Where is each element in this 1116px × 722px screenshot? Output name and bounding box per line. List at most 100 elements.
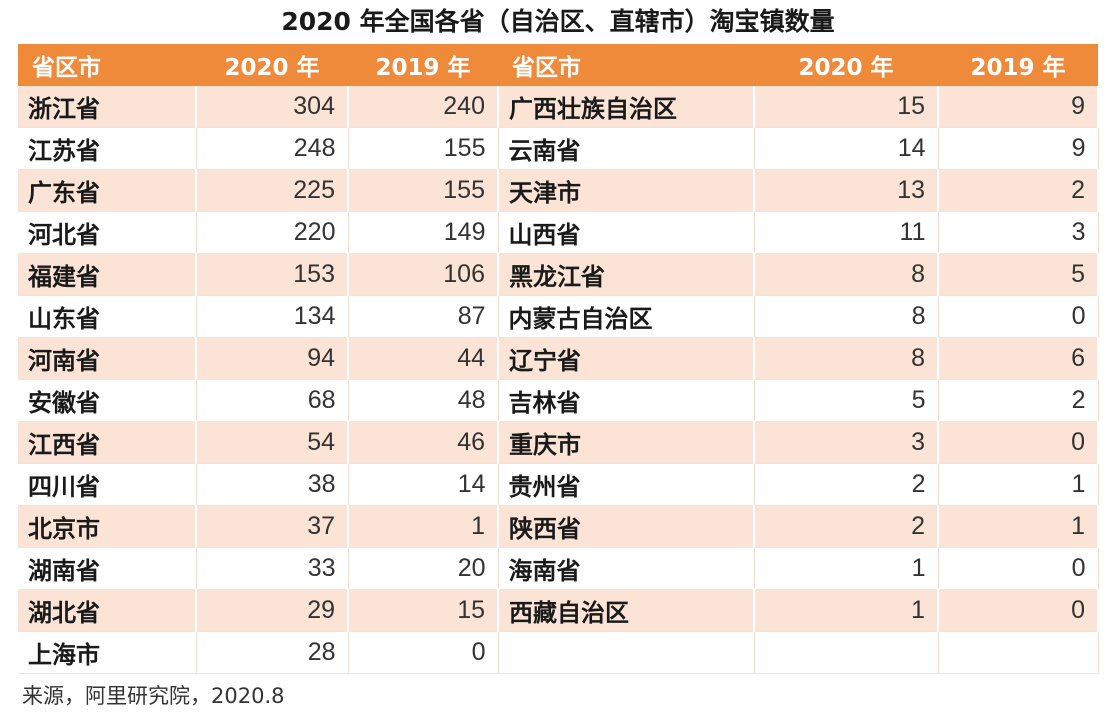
- value-2019-left: 1: [348, 505, 499, 548]
- value-2020-left: 54: [196, 421, 349, 464]
- value-2020-left: 38: [196, 463, 349, 506]
- region-name-right: 辽宁省: [498, 337, 755, 380]
- value-2019-left: 48: [348, 379, 499, 422]
- region-name-left: 北京市: [18, 505, 197, 548]
- region-name-right: 西藏自治区: [498, 589, 755, 632]
- taobao-town-table: 省区市 2020 年 2019 年 省区市 2020 年 2019 年 浙江省 3…: [18, 44, 1099, 674]
- value-2019-left: 240: [348, 86, 499, 128]
- value-2020-right: 2: [754, 505, 939, 548]
- value-2020-left: 153: [196, 253, 349, 296]
- value-2020-right: 15: [754, 86, 939, 128]
- region-name-left: 湖北省: [18, 589, 197, 632]
- header-2020-left: 2020 年: [196, 44, 348, 86]
- region-name-right: 重庆市: [498, 421, 755, 464]
- value-2020-right: 8: [754, 337, 939, 380]
- value-2020-left: 134: [196, 295, 349, 338]
- table-row: 江苏省 248 155 云南省 14 9: [18, 127, 1099, 170]
- value-2019-left: 87: [348, 295, 499, 338]
- region-name-left: 江苏省: [18, 127, 197, 170]
- value-2020-right: 2: [754, 463, 939, 506]
- value-2019-right: 0: [938, 421, 1099, 464]
- value-2020-right: 5: [754, 379, 939, 422]
- value-2019-right: 0: [938, 589, 1099, 632]
- value-2020-right: [754, 631, 939, 674]
- value-2019-right: 0: [938, 547, 1099, 590]
- region-name-left: 福建省: [18, 253, 197, 296]
- value-2020-left: 248: [196, 127, 349, 170]
- header-2019-right: 2019 年: [938, 44, 1098, 86]
- value-2019-left: 149: [348, 211, 499, 254]
- value-2019-left: 106: [348, 253, 499, 296]
- value-2020-right: 1: [754, 547, 939, 590]
- value-2019-right: 3: [938, 211, 1099, 254]
- source-note: 来源，阿里研究院，2020.8: [22, 684, 285, 708]
- value-2020-left: 304: [196, 86, 349, 128]
- table-title: 2020 年全国各省（自治区、直辖市）淘宝镇数量: [281, 7, 835, 36]
- value-2019-right: 9: [938, 127, 1099, 170]
- region-name-left: 江西省: [18, 421, 197, 464]
- region-name-right: 黑龙江省: [498, 253, 755, 296]
- value-2019-right: 1: [938, 505, 1099, 548]
- value-2020-left: 225: [196, 169, 349, 212]
- value-2019-left: 44: [348, 337, 499, 380]
- value-2019-right: 5: [938, 253, 1099, 296]
- header-region-right: 省区市: [498, 44, 754, 86]
- table-row: 北京市 37 1 陕西省 2 1: [18, 505, 1099, 548]
- region-name-left: 浙江省: [18, 86, 197, 128]
- value-2020-right: 13: [754, 169, 939, 212]
- table-row: 福建省 153 106 黑龙江省 8 5: [18, 253, 1099, 296]
- region-name-left: 安徽省: [18, 379, 197, 422]
- value-2019-left: 14: [348, 463, 499, 506]
- value-2020-right: 8: [754, 253, 939, 296]
- value-2019-left: 155: [348, 169, 499, 212]
- table-row: 安徽省 68 48 吉林省 5 2: [18, 379, 1099, 422]
- value-2020-left: 28: [196, 631, 349, 674]
- header-row: 省区市 2020 年 2019 年 省区市 2020 年 2019 年: [18, 44, 1098, 86]
- value-2020-left: 94: [196, 337, 349, 380]
- region-name-right: 云南省: [498, 127, 755, 170]
- value-2020-left: 29: [196, 589, 349, 632]
- region-name-left: 上海市: [18, 631, 197, 674]
- value-2019-left: 155: [348, 127, 499, 170]
- value-2020-left: 68: [196, 379, 349, 422]
- region-name-right: 海南省: [498, 547, 755, 590]
- region-name-right: 广西壮族自治区: [498, 86, 755, 128]
- value-2019-left: 46: [348, 421, 499, 464]
- value-2019-right: 1: [938, 463, 1099, 506]
- value-2020-right: 11: [754, 211, 939, 254]
- region-name-left: 河北省: [18, 211, 197, 254]
- value-2020-left: 37: [196, 505, 349, 548]
- value-2020-left: 220: [196, 211, 349, 254]
- table-row: 河北省 220 149 山西省 11 3: [18, 211, 1099, 254]
- region-name-right: 内蒙古自治区: [498, 295, 755, 338]
- region-name-left: 湖南省: [18, 547, 197, 590]
- region-name-right: 贵州省: [498, 463, 755, 506]
- table-row: 浙江省 304 240 广西壮族自治区 15 9: [18, 86, 1099, 128]
- value-2019-right: [938, 631, 1099, 674]
- table-row: 上海市 28 0: [18, 631, 1099, 674]
- value-2019-right: 9: [938, 86, 1099, 128]
- region-name-left: 四川省: [18, 463, 197, 506]
- header-2019-left: 2019 年: [348, 44, 498, 86]
- value-2020-right: 8: [754, 295, 939, 338]
- value-2019-left: 20: [348, 547, 499, 590]
- value-2019-right: 0: [938, 295, 1099, 338]
- region-name-left: 山东省: [18, 295, 197, 338]
- table-row: 广东省 225 155 天津市 13 2: [18, 169, 1099, 212]
- region-name-left: 广东省: [18, 169, 197, 212]
- header-2020-right: 2020 年: [754, 44, 938, 86]
- table-row: 湖南省 33 20 海南省 1 0: [18, 547, 1099, 590]
- region-name-right: 吉林省: [498, 379, 755, 422]
- table-row: 江西省 54 46 重庆市 3 0: [18, 421, 1099, 464]
- region-name-right: [498, 631, 755, 674]
- region-name-left: 河南省: [18, 337, 197, 380]
- region-name-right: 天津市: [498, 169, 755, 212]
- table-body: 浙江省 304 240 广西壮族自治区 15 9 江苏省 248 155 云南省 14 9 广东省 225…: [18, 86, 1099, 674]
- table-row: 山东省 134 87 内蒙古自治区 8 0: [18, 295, 1099, 338]
- value-2020-left: 33: [196, 547, 349, 590]
- value-2020-right: 3: [754, 421, 939, 464]
- table-row: 河南省 94 44 辽宁省 8 6: [18, 337, 1099, 380]
- region-name-right: 陕西省: [498, 505, 755, 548]
- value-2019-left: 0: [348, 631, 499, 674]
- table-row: 四川省 38 14 贵州省 2 1: [18, 463, 1099, 506]
